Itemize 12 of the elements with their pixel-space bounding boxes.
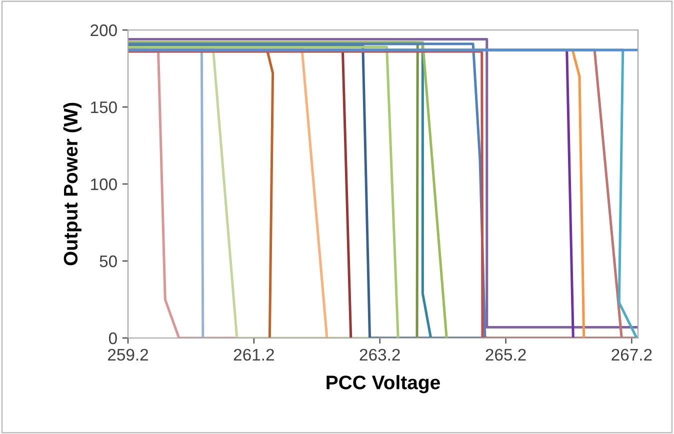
x-tick-label: 261.2 xyxy=(234,348,274,361)
x-tick-label: 259.2 xyxy=(108,348,148,361)
y-tick-label: 200 xyxy=(90,24,117,36)
x-axis-title: PCC Voltage xyxy=(326,375,440,394)
x-tick-label: 267.2 xyxy=(612,348,652,361)
y-tick-label: 100 xyxy=(91,178,117,190)
y-tick-label: 150 xyxy=(91,101,117,114)
x-tick-label: 263.2 xyxy=(360,348,400,361)
x-tick-label: 265.2 xyxy=(486,348,526,361)
y-tick-label: 0 xyxy=(108,332,117,344)
y-axis-title: Output Power (W) xyxy=(63,102,82,266)
y-tick-label: 50 xyxy=(100,255,117,268)
